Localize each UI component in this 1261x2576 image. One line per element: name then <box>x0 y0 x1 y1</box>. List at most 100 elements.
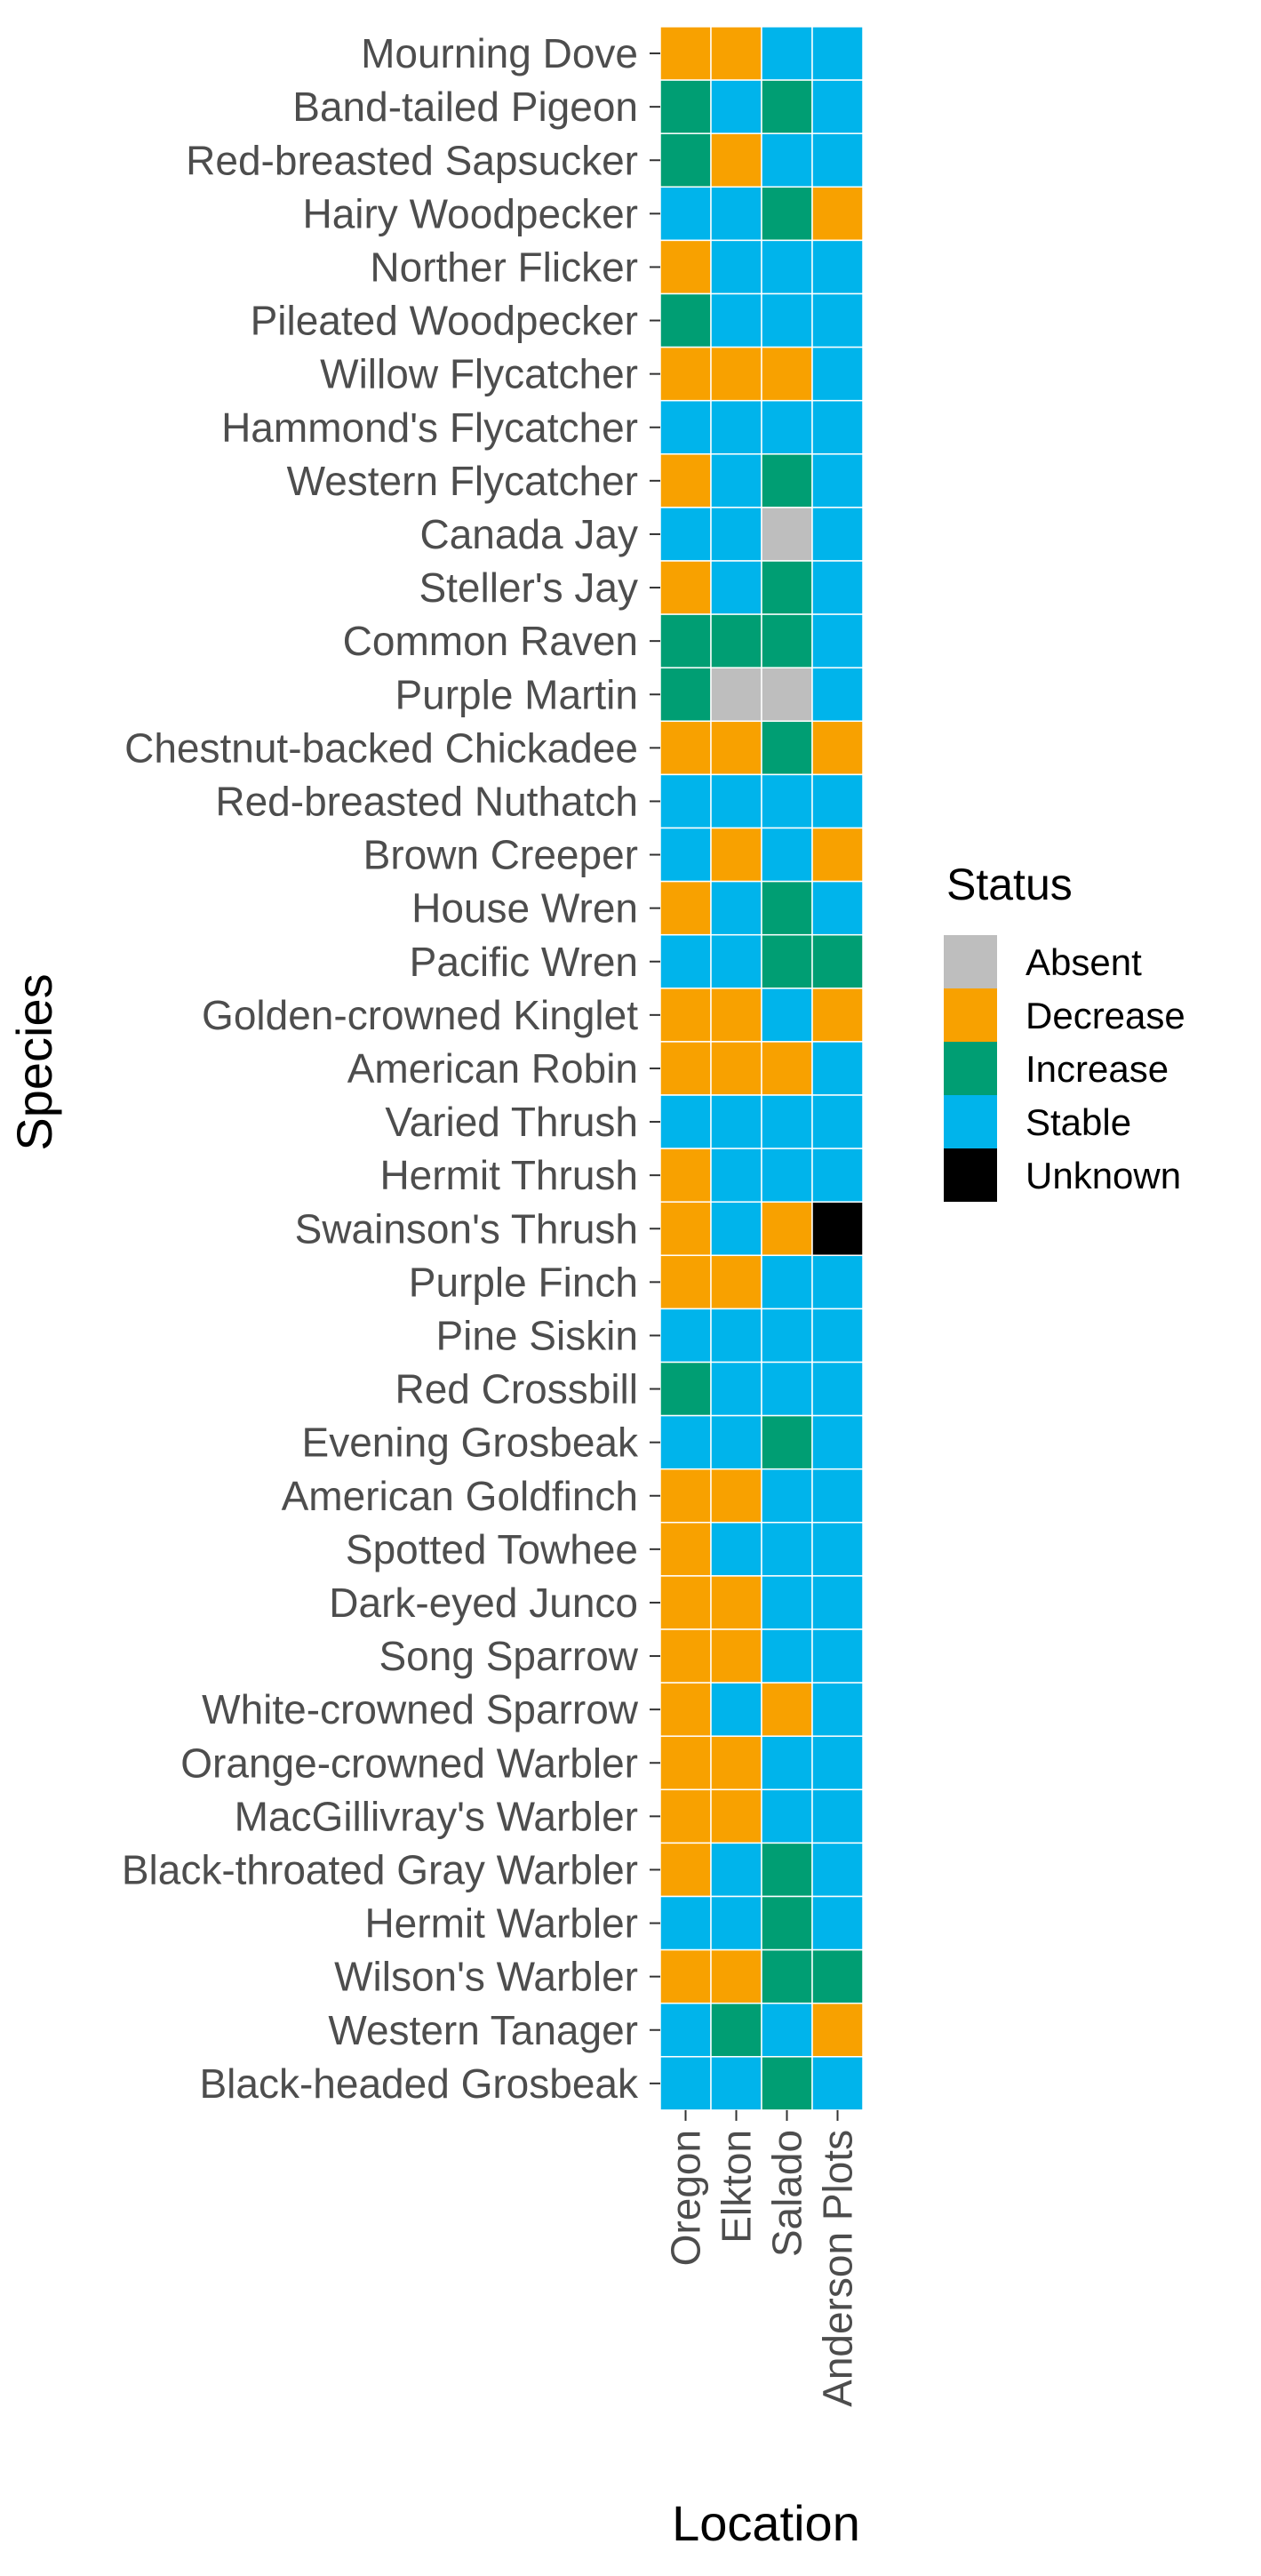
heatmap-cell <box>811 1414 864 1470</box>
x-tick-label: Anderson Plots <box>815 2130 861 2407</box>
heatmap-cell <box>761 1468 813 1524</box>
heatmap-cell <box>811 1148 864 1203</box>
heatmap-cell <box>761 560 813 615</box>
heatmap-cell <box>710 1308 762 1364</box>
heatmap-cell <box>659 239 712 295</box>
heatmap-cell <box>811 1842 864 1898</box>
heatmap-cell <box>710 988 762 1043</box>
heatmap-cell <box>811 720 864 776</box>
heatmap-cell <box>710 1254 762 1310</box>
heatmap-cell <box>659 1201 712 1257</box>
heatmap-cell <box>761 773 813 829</box>
heatmap-cell <box>659 1788 712 1844</box>
heatmap-cell <box>710 399 762 455</box>
heatmap-cell <box>710 1948 762 2004</box>
heatmap-cell <box>811 507 864 562</box>
heatmap-cell <box>659 1575 712 1630</box>
heatmap-cell <box>761 1842 813 1898</box>
heatmap-cell <box>811 132 864 188</box>
heatmap-cell <box>710 1735 762 1791</box>
heatmap-cell <box>710 1148 762 1203</box>
heatmap-cell <box>761 1788 813 1844</box>
heatmap-cell <box>811 1094 864 1149</box>
heatmap-cell <box>710 1895 762 1951</box>
heatmap-cell <box>761 132 813 188</box>
heatmap-cell <box>761 827 813 883</box>
y-tick-label: Band-tailed Pigeon <box>292 84 638 130</box>
heatmap-cell <box>659 1148 712 1203</box>
heatmap-cell <box>811 399 864 455</box>
heatmap-cell <box>710 1682 762 1737</box>
x-tick-label: Salado <box>764 2130 810 2257</box>
heatmap-cell <box>811 2002 864 2058</box>
heatmap-cell <box>659 988 712 1043</box>
heatmap-cell <box>811 1361 864 1417</box>
y-axis-title: Species <box>6 973 62 1150</box>
y-tick-label: Hermit Warbler <box>364 1900 638 1947</box>
y-tick-label: Purple Martin <box>395 671 638 717</box>
y-tick-label: Hairy Woodpecker <box>302 190 638 236</box>
heatmap-cell <box>710 720 762 776</box>
heatmap-cell <box>761 720 813 776</box>
y-tick-label: Dark-eyed Junco <box>329 1580 638 1626</box>
heatmap-cell <box>710 1041 762 1096</box>
heatmap-cell <box>811 1254 864 1310</box>
legend-label: Stable <box>1026 1101 1131 1143</box>
y-tick-label: Wilson's Warbler <box>334 1954 638 2000</box>
heatmap-cell <box>811 933 864 989</box>
y-tick-label: Chestnut-backed Chickadee <box>124 724 638 771</box>
heatmap-cell <box>811 667 864 723</box>
heatmap-cell <box>811 1522 864 1577</box>
heatmap-cell <box>659 1468 712 1524</box>
legend-key-absent <box>944 935 997 988</box>
heatmap-cell <box>811 1735 864 1791</box>
heatmap-cell <box>761 880 813 936</box>
heatmap-cell <box>710 239 762 295</box>
heatmap-cell <box>710 613 762 668</box>
legend-key-decrease <box>944 988 997 1042</box>
legend-label: Absent <box>1026 941 1142 983</box>
y-tick-label: Willow Flycatcher <box>320 351 638 397</box>
heatmap-cell <box>659 1682 712 1737</box>
heatmap-cell <box>811 1628 864 1684</box>
y-tick-label: Song Sparrow <box>379 1633 639 1679</box>
heatmap-cell <box>761 1682 813 1737</box>
y-tick-label: Golden-crowned Kinglet <box>202 992 638 1038</box>
heatmap-cell <box>811 239 864 295</box>
heatmap-cell <box>710 1414 762 1470</box>
heatmap-cell <box>811 988 864 1043</box>
y-tick-label: Hermit Thrush <box>379 1152 638 1198</box>
y-tick-label: Western Flycatcher <box>287 458 638 504</box>
heatmap-cell <box>761 186 813 242</box>
y-tick-label: Red Crossbill <box>395 1366 638 1412</box>
heatmap-cell <box>659 1948 712 2004</box>
heatmap-cell <box>659 827 712 883</box>
x-axis-title: Location <box>672 2495 860 2551</box>
heatmap-cell <box>761 1414 813 1470</box>
heatmap-cell <box>761 1148 813 1203</box>
heatmap-cell <box>710 1094 762 1149</box>
y-tick-label: Western Tanager <box>328 2007 638 2053</box>
heatmap-cell <box>659 1414 712 1470</box>
heatmap-cell <box>811 773 864 829</box>
heatmap-cell <box>659 720 712 776</box>
heatmap-cell <box>761 1628 813 1684</box>
heatmap-cell <box>710 2002 762 2058</box>
heatmap-cell <box>761 2056 813 2111</box>
heatmap-cell <box>710 1842 762 1898</box>
legend-label: Unknown <box>1026 1155 1181 1196</box>
heatmap-cell <box>710 1788 762 1844</box>
heatmap-cell <box>761 1361 813 1417</box>
heatmap-cell <box>710 346 762 402</box>
heatmap-cell <box>710 560 762 615</box>
heatmap-cell <box>761 988 813 1043</box>
y-tick-label: Red-breasted Nuthatch <box>215 778 638 824</box>
heatmap-cell <box>811 613 864 668</box>
heatmap-cell <box>761 1308 813 1364</box>
y-axis-tick-labels: Mourning Dove Band-tailed Pigeon Red-breas… <box>122 30 660 2107</box>
y-tick-label: Varied Thrush <box>385 1099 638 1145</box>
heatmap-cell <box>811 26 864 81</box>
heatmap-cell <box>811 2056 864 2111</box>
y-tick-label: Evening Grosbeak <box>302 1420 639 1466</box>
heatmap-cell <box>710 507 762 562</box>
